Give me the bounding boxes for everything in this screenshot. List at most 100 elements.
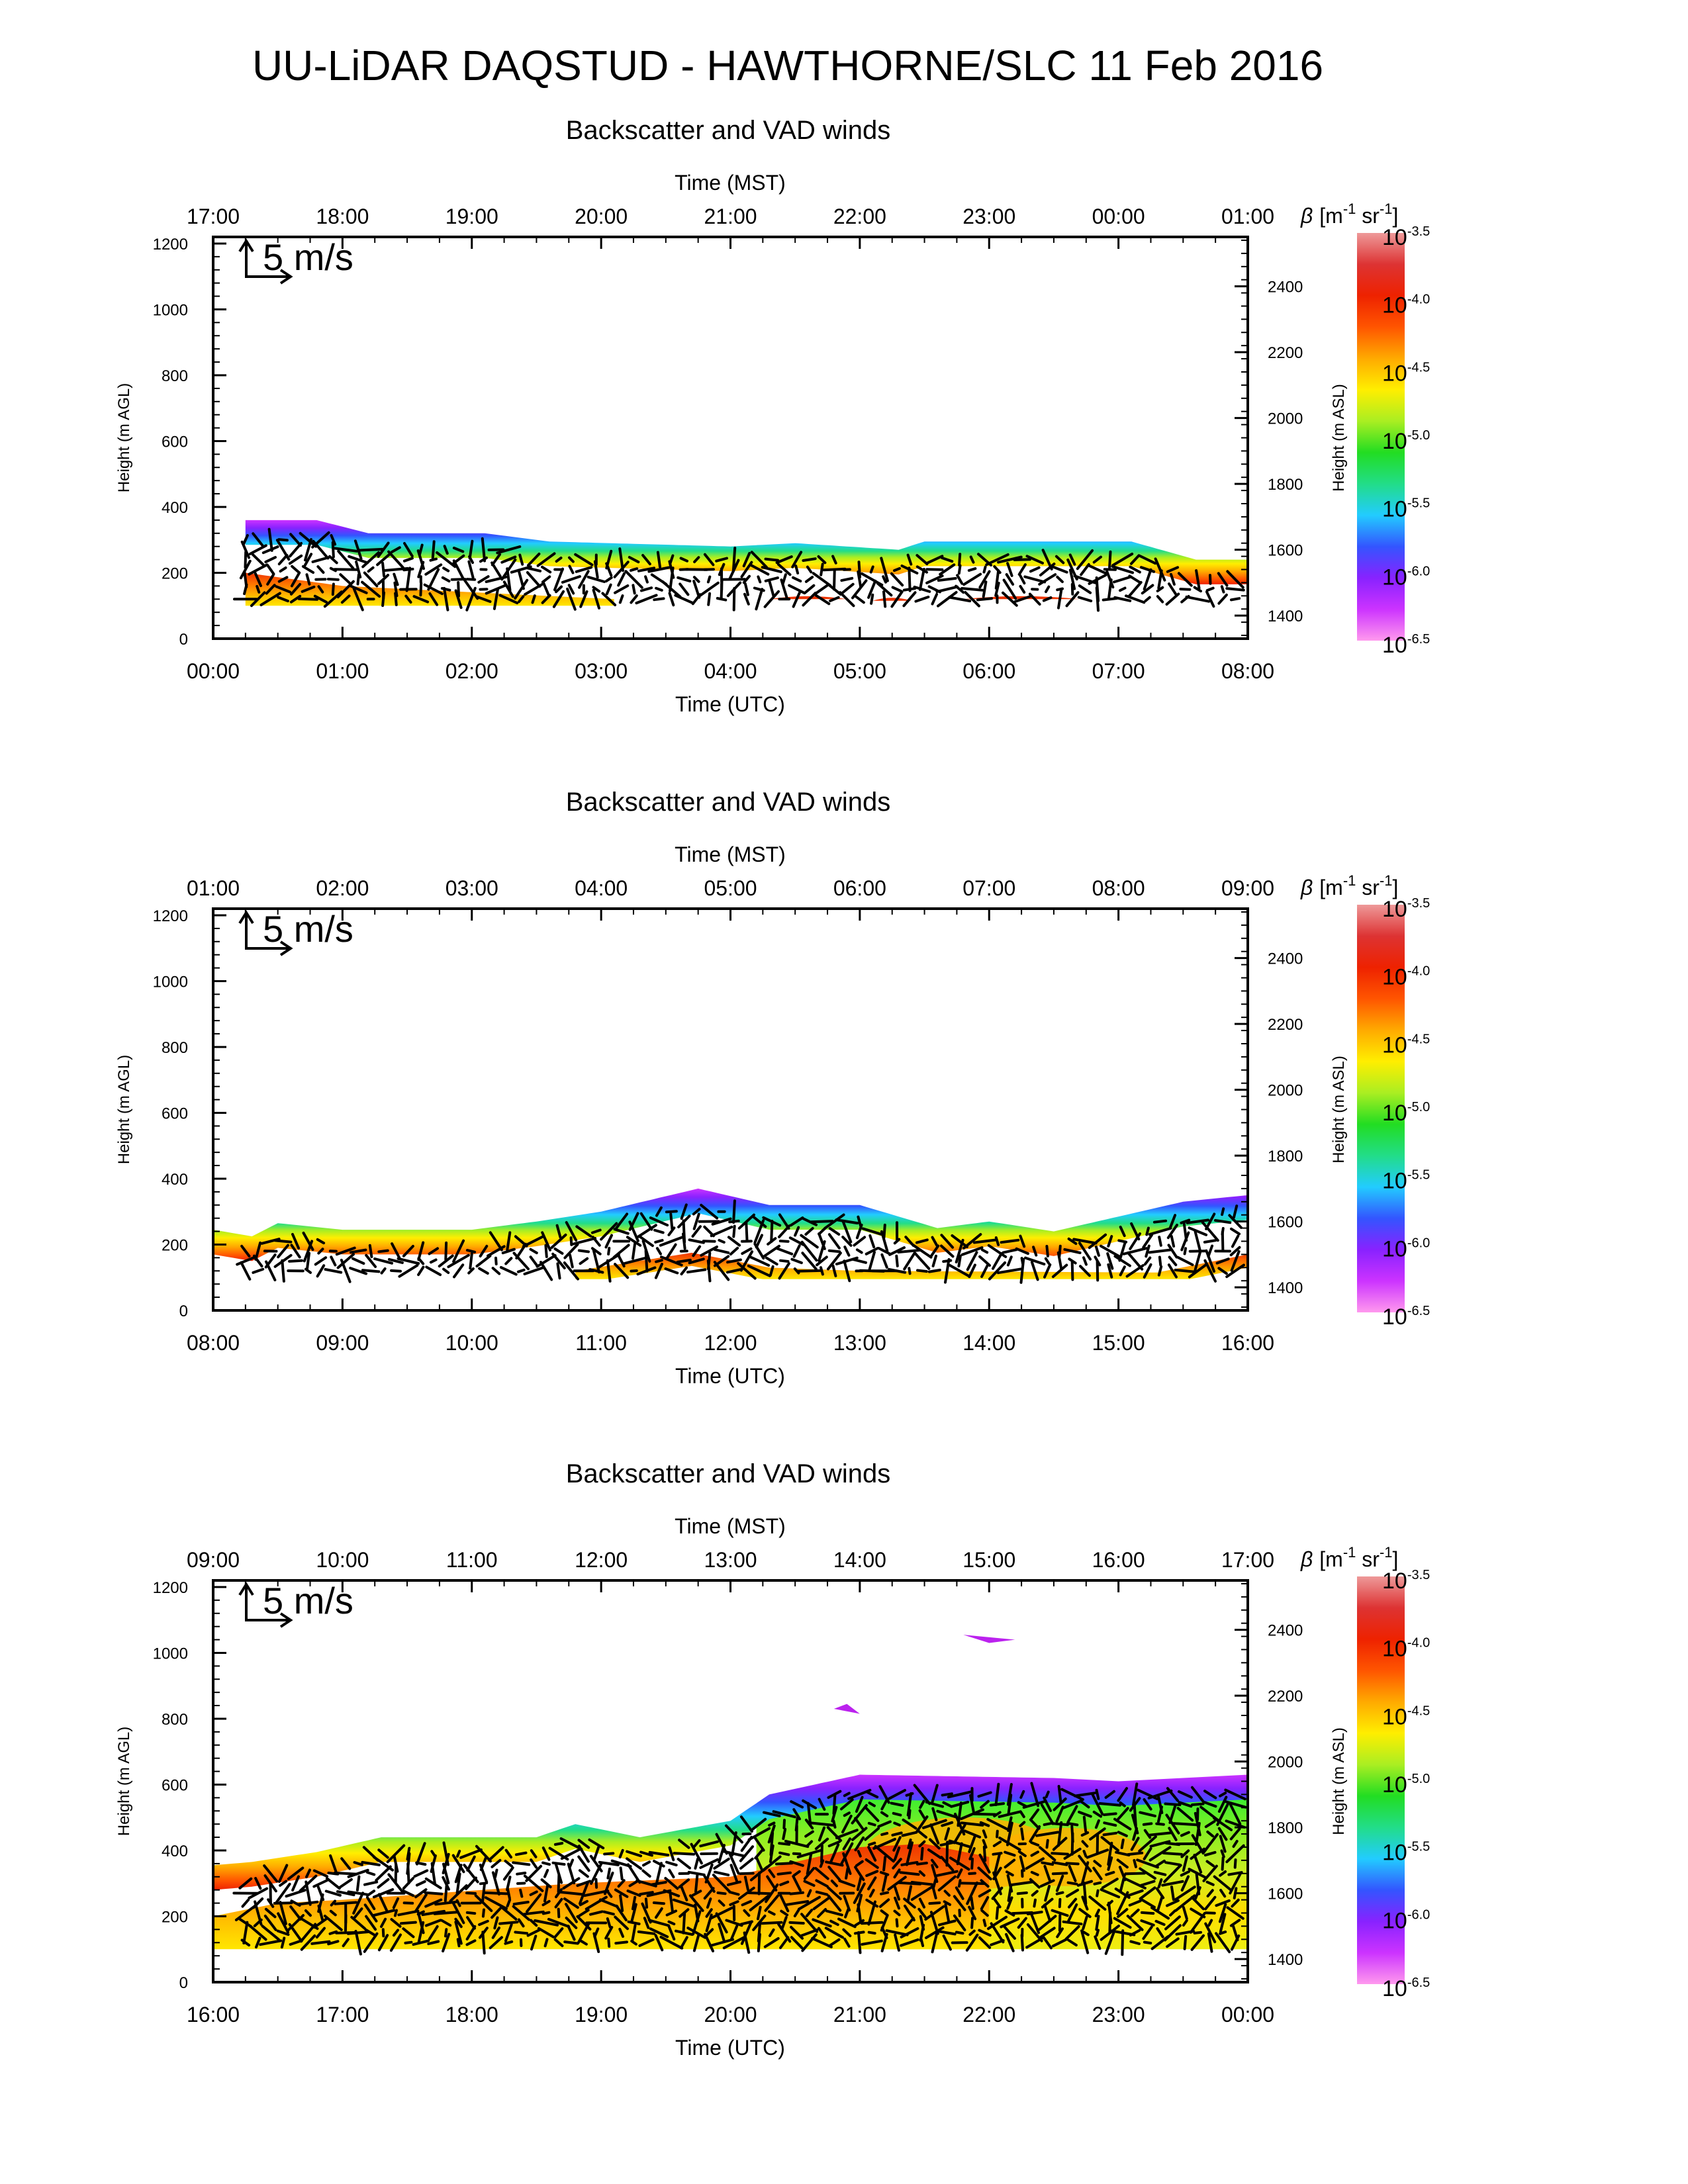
wind-arrow [825, 1909, 843, 1917]
wind-arrow [904, 1236, 915, 1247]
wind-arrow [402, 1889, 415, 1897]
wind-arrow [953, 1823, 966, 1844]
wind-arrow [563, 1940, 579, 1945]
wind-arrow [316, 1886, 325, 1901]
wind-arrow [265, 584, 276, 595]
wind-arrow [1063, 1248, 1082, 1254]
wind-arrow [406, 1846, 411, 1861]
wind-arrow [1057, 1785, 1062, 1804]
wind-arrow [579, 1939, 588, 1946]
wind-arrow [598, 1860, 620, 1866]
wind-arrow [1193, 1854, 1203, 1874]
wind-arrow [631, 1924, 637, 1942]
wind-arrow [1168, 582, 1178, 596]
wind-arrow [1119, 1801, 1126, 1807]
wind-arrow [454, 1921, 463, 1945]
wind-arrow [757, 1871, 761, 1895]
wind-arrow [893, 1868, 901, 1879]
colorbar-tick-label: 10-5.5 [1382, 1168, 1430, 1194]
wind-arrow [880, 557, 889, 582]
wind-arrow [598, 1898, 619, 1908]
colorbar [1357, 1576, 1405, 1984]
y-right-axis-label: Height (m ASL) [1330, 1056, 1348, 1163]
wind-arrow [1156, 1895, 1164, 1911]
panel-title: Backscatter and VAD winds [566, 1459, 891, 1488]
wind-arrow [289, 594, 302, 604]
wind-arrow [1017, 1850, 1027, 1858]
wind-arrow [827, 1894, 842, 1912]
wind-arrow [1064, 1925, 1080, 1940]
wind-arrow [891, 1831, 903, 1837]
backscatter-layer [245, 520, 1248, 584]
wind-arrow [775, 555, 793, 565]
y-tick-label: 800 [162, 367, 188, 385]
wind-arrow [910, 1881, 934, 1886]
wind-arrow [855, 1796, 864, 1813]
lower-backscatter-feature [575, 1252, 1248, 1279]
wind-arrow [1115, 1807, 1129, 1822]
wind-arrow [942, 1259, 953, 1263]
wind-arrow [324, 1268, 343, 1274]
wind-arrow [1040, 1803, 1055, 1825]
wind-arrow [764, 1894, 780, 1912]
wind-arrow [1217, 1827, 1228, 1841]
wind-arrow [1006, 562, 1013, 577]
wind-arrow [639, 1212, 653, 1231]
wind-arrow [353, 1861, 363, 1866]
wind-arrow [829, 596, 840, 602]
wind-arrow [438, 1254, 454, 1268]
x-top-tick-label: 15:00 [962, 1548, 1015, 1572]
wind-arrow [1113, 1255, 1131, 1267]
backscatter-layer [213, 1188, 1248, 1261]
wind-arrow [788, 584, 806, 595]
wind-arrow [692, 1212, 700, 1230]
wind-arrow [1045, 1245, 1049, 1257]
page-title: UU-LiDAR DAQSTUD - HAWTHORNE/SLC 11 Feb … [252, 42, 1324, 89]
wind-arrow [436, 551, 457, 569]
wind-arrow [239, 559, 252, 580]
wind-arrow [887, 1876, 907, 1891]
wind-arrow [504, 1860, 514, 1868]
wind-arrow [506, 1231, 512, 1251]
wind-arrow [1226, 1906, 1244, 1920]
wind-arrow [1082, 1850, 1088, 1858]
wind-arrow [865, 1806, 880, 1822]
wind-arrow [811, 1936, 833, 1948]
wind-arrow [804, 1830, 814, 1838]
wind-arrow [1139, 555, 1157, 565]
wind-arrow [562, 1877, 581, 1890]
wind-arrow [818, 1232, 826, 1250]
wind-arrow [659, 1236, 684, 1247]
wind-arrow [727, 1236, 741, 1247]
wind-arrow [694, 1874, 699, 1893]
wind-arrow [1051, 565, 1068, 574]
wind-arrow [1082, 1815, 1088, 1833]
wind-arrow [767, 1910, 776, 1916]
wind-arrow [1095, 1929, 1100, 1937]
wind-arrow [418, 543, 424, 556]
wind-arrow [1044, 1884, 1051, 1902]
wind-arrow [266, 573, 275, 586]
wind-arrow [1065, 591, 1080, 608]
wind-arrow [829, 1919, 839, 1927]
wind-arrow [1182, 1221, 1188, 1242]
wind-arrow [477, 575, 490, 584]
wind-arrow [931, 1236, 939, 1247]
wind-arrow [1033, 1898, 1037, 1908]
wind-arrow [1028, 592, 1041, 606]
wind-arrow [254, 1241, 262, 1261]
wind-arrow [980, 1909, 989, 1917]
wind-arrow [1219, 1889, 1227, 1898]
wind-arrow [1007, 1794, 1013, 1815]
wind-scale-arrow [245, 1586, 289, 1621]
wind-arrow [1180, 1831, 1190, 1837]
wind-arrow [529, 1255, 538, 1267]
wind-arrow [809, 1821, 835, 1827]
wind-arrow [906, 1792, 913, 1817]
wind-arrow [1231, 1234, 1240, 1248]
wind-arrow [937, 1875, 957, 1891]
wind-arrow [996, 1267, 1023, 1275]
wind-arrow [1185, 595, 1211, 603]
wind-arrow [1126, 1889, 1144, 1897]
